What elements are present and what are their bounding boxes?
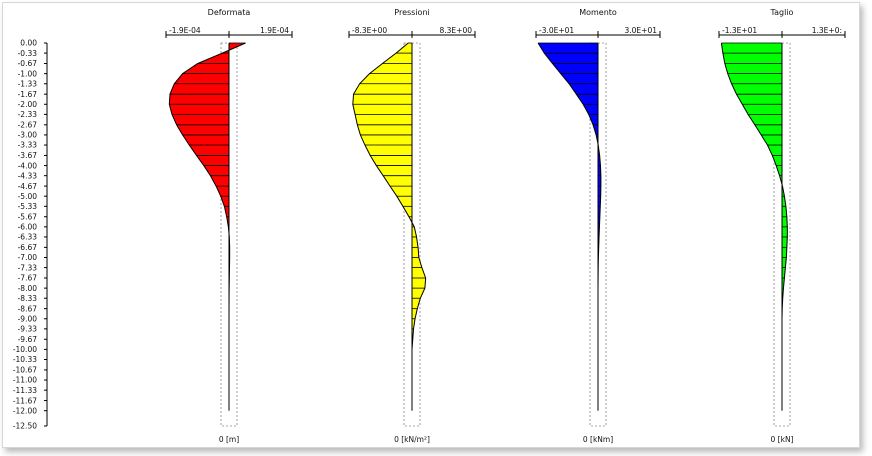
depth-tick-label: -6.67 — [18, 243, 38, 252]
depth-tick-label: -0.67 — [18, 59, 38, 68]
panel-momento: Momento -3.0E+01 3.0E+01 0 [kNm] — [535, 8, 661, 444]
panel-title: Pressioni — [394, 8, 429, 17]
depth-tick-label: -5.00 — [18, 192, 38, 201]
panel-title: Momento — [579, 8, 617, 17]
depth-tick-label: -0.33 — [18, 49, 38, 58]
depth-tick-label: -8.00 — [18, 284, 38, 293]
depth-tick-label: -10.33 — [13, 355, 37, 364]
panel-taglio: Taglio -1.3E+01 1.3E+0: 0 [kN] — [718, 8, 846, 444]
depth-tick-label: -7.67 — [18, 274, 38, 283]
depth-tick-label: 0.00 — [20, 39, 37, 48]
diagram-panels: Deformata -1.9E-04 1.9E-04 0 [m] Pressioni -8… — [165, 8, 846, 444]
panel-deformata: Deformata -1.9E-04 1.9E-04 0 [m] — [165, 8, 293, 444]
panel-min-label: -8.3E+00 — [352, 26, 387, 35]
depth-tick-label: -4.00 — [18, 161, 38, 170]
panel-min-label: -1.9E-04 — [169, 26, 201, 35]
depth-tick-label: -4.33 — [18, 171, 38, 180]
depth-tick-label: -2.00 — [18, 100, 38, 109]
depth-tick-label: -8.67 — [18, 304, 38, 313]
diagram-area — [538, 43, 601, 411]
depth-tick-label: -4.67 — [18, 182, 38, 191]
panel-unit-label: 0 [kNm] — [583, 435, 613, 444]
depth-tick-label: -11.00 — [13, 376, 37, 385]
panel-max-label: 1.9E-04 — [260, 26, 289, 35]
depth-tick-label: -10.67 — [13, 366, 37, 375]
depth-tick-label: -3.00 — [18, 131, 38, 140]
depth-tick-label: -2.33 — [18, 110, 38, 119]
depth-tick-label: -12.50 — [13, 422, 37, 431]
panel-max-label: 1.3E+0: — [812, 26, 842, 35]
panel-min-label: -1.3E+01 — [722, 26, 757, 35]
panel-title: Deformata — [208, 8, 251, 17]
panel-max-label: 8.3E+00 — [440, 26, 473, 35]
depth-tick-label: -7.00 — [18, 253, 38, 262]
depth-tick-label: -10.00 — [13, 345, 37, 354]
depth-tick-label: -12.00 — [13, 406, 37, 415]
depth-tick-label: -9.00 — [18, 314, 38, 323]
diagram-area — [169, 43, 246, 411]
panel-unit-label: 0 [kN] — [771, 435, 794, 444]
depth-tick-label: -1.33 — [18, 79, 38, 88]
diagram-area — [721, 43, 788, 411]
depth-tick-label: -9.33 — [18, 325, 38, 334]
panel-unit-label: 0 [m] — [219, 435, 239, 444]
depth-tick-label: -6.33 — [18, 233, 38, 242]
depth-tick-label: -9.67 — [18, 335, 38, 344]
depth-tick-label: -1.67 — [18, 90, 38, 99]
depth-axis: 0.00-0.33-0.67-1.00-1.33 -1.67-2.00-2.33 -… — [13, 39, 48, 431]
depth-tick-label: -8.33 — [18, 294, 38, 303]
depth-tick-label: -11.33 — [13, 386, 37, 395]
panel-title: Taglio — [770, 8, 794, 17]
depth-tick-label: -1.00 — [18, 69, 38, 78]
depth-tick-label: -5.67 — [18, 212, 38, 221]
diagram-curve — [352, 42, 427, 411]
depth-tick-label: -2.67 — [18, 121, 38, 130]
panel-max-label: 3.0E+01 — [625, 26, 658, 35]
panel-pressioni: Pressioni -8.3E+00 8.3E+00 0 [kN/m²] — [348, 8, 476, 444]
panel-min-label: -3.0E+01 — [539, 26, 574, 35]
depth-tick-label: -3.33 — [18, 141, 38, 150]
panel-unit-label: 0 [kN/m²] — [394, 435, 430, 444]
depth-tick-label: -11.67 — [13, 396, 37, 405]
depth-tick-label: -3.67 — [18, 151, 38, 160]
depth-tick-label: -7.33 — [18, 263, 38, 272]
chart-frame — [2, 2, 860, 448]
depth-tick-label: -5.33 — [18, 202, 38, 211]
depth-tick-label: -6.00 — [18, 223, 38, 232]
